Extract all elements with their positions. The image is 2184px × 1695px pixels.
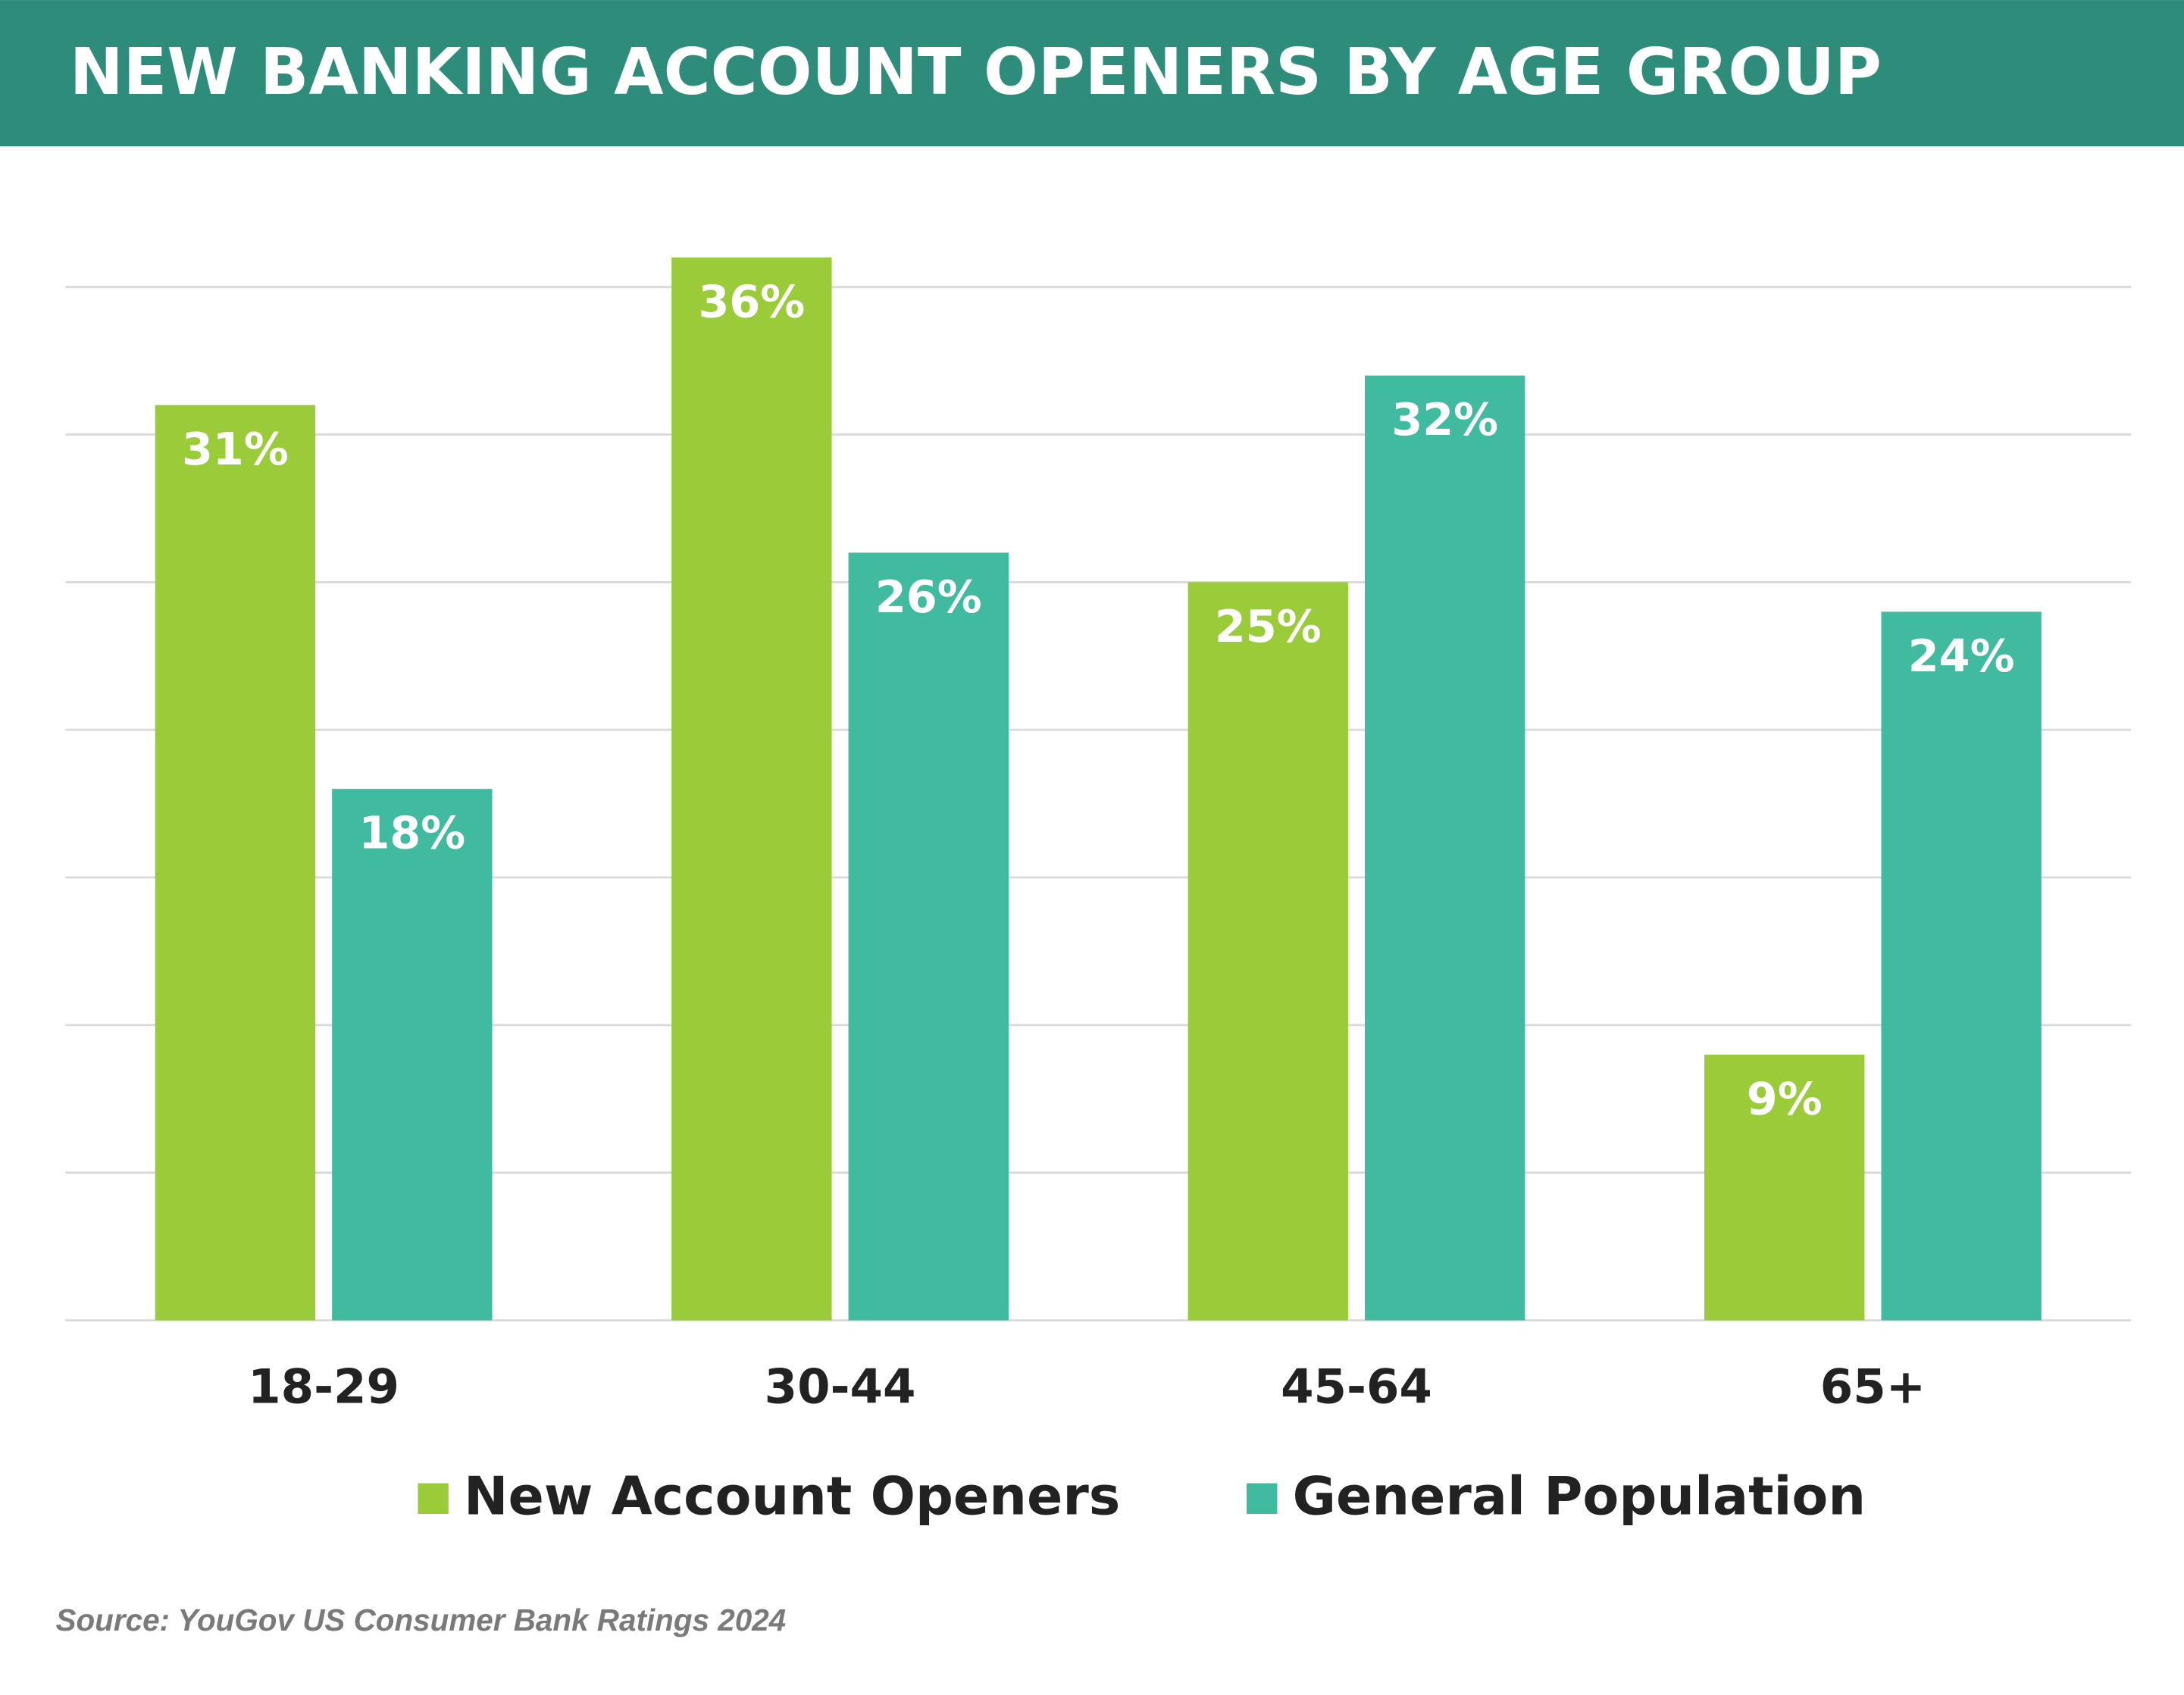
data-label: 26% (875, 571, 982, 623)
bar (1187, 582, 1348, 1321)
x-tick-label: 30-44 (765, 1359, 916, 1414)
data-label: 25% (1215, 600, 1322, 652)
legend-swatch (418, 1483, 449, 1514)
data-label: 31% (182, 423, 289, 475)
data-label: 18% (358, 807, 465, 859)
bar (848, 552, 1009, 1321)
legend-label: New Account Openers (464, 1466, 1120, 1528)
bar (1881, 611, 2042, 1321)
bar (1704, 1054, 1865, 1321)
data-label: 24% (1908, 630, 2015, 682)
source-note: Source: YouGov US Consumer Bank Ratings … (56, 1603, 787, 1637)
bar (671, 257, 832, 1321)
x-tick-label: 65+ (1820, 1359, 1926, 1414)
data-label: 32% (1391, 393, 1498, 446)
bar (1365, 375, 1525, 1321)
data-label: 9% (1747, 1072, 1823, 1124)
bar (332, 789, 493, 1321)
legend-swatch (1247, 1483, 1278, 1514)
chart-title: NEW BANKING ACCOUNT OPENERS BY AGE GROUP (70, 35, 1882, 109)
x-tick-label: 45-64 (1281, 1359, 1432, 1414)
x-tick-label: 18-29 (248, 1359, 399, 1414)
header-band (0, 0, 2184, 147)
bar (155, 405, 316, 1321)
legend-label: General Population (1293, 1466, 1866, 1528)
data-label: 36% (698, 275, 805, 327)
